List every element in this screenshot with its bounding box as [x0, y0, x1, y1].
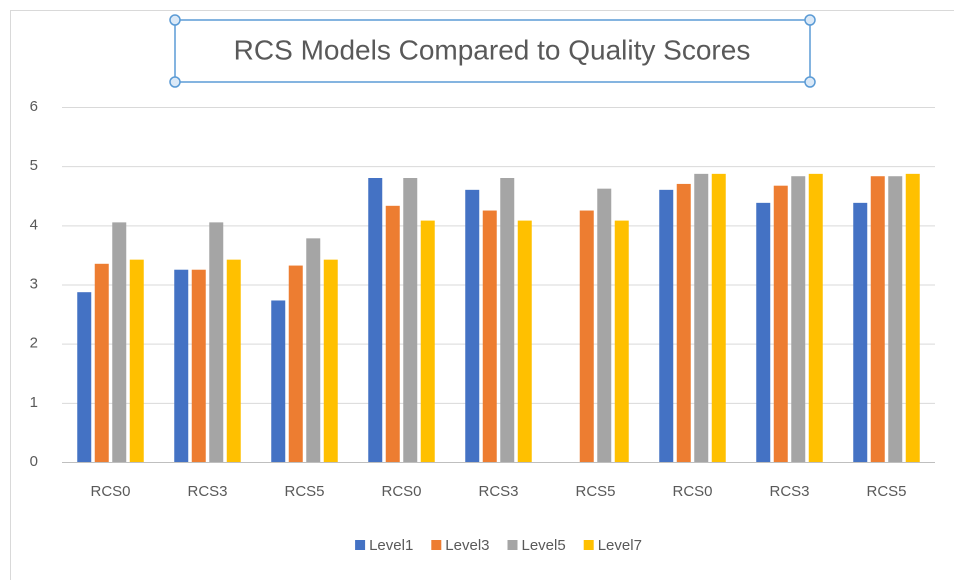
- bar: [676, 183, 691, 462]
- x-tick-label: RCS3: [187, 483, 227, 500]
- bar: [853, 202, 868, 462]
- x-tick-label: RCS5: [866, 483, 906, 500]
- bar: [711, 173, 726, 462]
- legend-label: Level7: [598, 537, 642, 554]
- bar: [579, 210, 594, 462]
- bar: [174, 269, 189, 462]
- bar: [385, 205, 400, 462]
- y-tick-label: 2: [30, 335, 38, 352]
- bar: [500, 178, 515, 462]
- y-tick-label: 0: [30, 453, 38, 470]
- legend-label: Level1: [369, 537, 413, 554]
- bar: [129, 259, 144, 462]
- y-tick-label: 5: [30, 157, 38, 174]
- x-tick-label: RCS0: [90, 483, 130, 500]
- chart-border: [10, 10, 954, 580]
- bar: [808, 173, 823, 462]
- selection-handles[interactable]: [169, 14, 816, 88]
- bar: [517, 220, 532, 462]
- bar: [756, 202, 771, 462]
- bar: [368, 178, 383, 462]
- bar: [597, 188, 612, 462]
- bar: [694, 173, 709, 462]
- bar: [465, 189, 480, 463]
- bar: [323, 259, 338, 462]
- bar: [403, 178, 418, 462]
- bar: [905, 173, 920, 462]
- bar: [226, 259, 241, 462]
- bar: [791, 176, 806, 462]
- legend-swatch: [355, 540, 366, 550]
- x-tick-label: RCS0: [672, 483, 712, 500]
- bar: [112, 222, 127, 462]
- bar: [420, 220, 435, 462]
- bar: [94, 263, 109, 462]
- bar: [614, 220, 629, 462]
- y-tick-label: 1: [30, 394, 38, 411]
- bar: [888, 176, 903, 462]
- x-tick-label: RCS0: [381, 483, 421, 500]
- bar: [191, 269, 206, 462]
- bar: [659, 189, 674, 463]
- legend-swatch: [583, 540, 594, 550]
- legend-swatch: [507, 540, 518, 550]
- y-tick-label: 4: [30, 216, 38, 233]
- x-tick-label: RCS5: [284, 483, 324, 500]
- title-selection-box[interactable]: [174, 19, 811, 83]
- bar: [773, 185, 788, 463]
- bar: [870, 176, 885, 462]
- y-tick-label: 3: [30, 275, 38, 292]
- legend-swatch: [431, 540, 442, 550]
- x-tick-label: RCS3: [769, 483, 809, 500]
- bar: [306, 238, 321, 462]
- bar: [288, 265, 303, 462]
- bar: [271, 300, 286, 462]
- bar: [77, 292, 92, 462]
- bar: [482, 210, 497, 462]
- y-tick-label: 6: [30, 98, 38, 115]
- x-tick-label: RCS5: [575, 483, 615, 500]
- chart-title: RCS Models Compared to Quality Scores: [234, 34, 751, 65]
- legend-label: Level3: [445, 537, 489, 554]
- x-tick-label: RCS3: [478, 483, 518, 500]
- bar: [209, 222, 224, 462]
- legend-label: Level5: [522, 537, 566, 554]
